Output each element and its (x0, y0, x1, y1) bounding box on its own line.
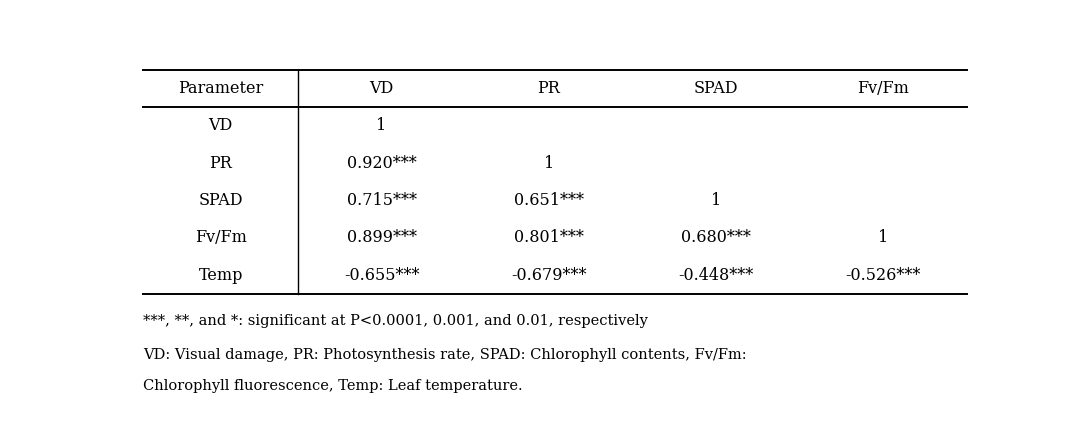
Text: SPAD: SPAD (694, 80, 738, 97)
Text: Fv/Fm: Fv/Fm (858, 80, 910, 97)
Text: -0.526***: -0.526*** (846, 267, 921, 284)
Text: 0.801***: 0.801*** (514, 229, 584, 247)
Text: ***, **, and *: significant at P<0.0001, 0.001, and 0.01, respectively: ***, **, and *: significant at P<0.0001,… (144, 314, 648, 329)
Text: VD: Visual damage, PR: Photosynthesis rate, SPAD: Chlorophyll contents, Fv/Fm:: VD: Visual damage, PR: Photosynthesis ra… (144, 348, 747, 363)
Text: 0.920***: 0.920*** (346, 155, 416, 172)
Text: 1: 1 (711, 192, 721, 209)
Text: VD: VD (208, 117, 233, 135)
Text: VD: VD (369, 80, 394, 97)
Text: 1: 1 (544, 155, 554, 172)
Text: Temp: Temp (199, 267, 243, 284)
Text: 0.680***: 0.680*** (681, 229, 751, 247)
Text: Fv/Fm: Fv/Fm (194, 229, 246, 247)
Text: Chlorophyll fluorescence, Temp: Leaf temperature.: Chlorophyll fluorescence, Temp: Leaf tem… (144, 379, 523, 393)
Text: -0.655***: -0.655*** (344, 267, 420, 284)
Text: 1: 1 (878, 229, 888, 247)
Text: 0.651***: 0.651*** (514, 192, 584, 209)
Text: PR: PR (537, 80, 560, 97)
Text: 0.715***: 0.715*** (346, 192, 416, 209)
Text: Parameter: Parameter (178, 80, 263, 97)
Text: SPAD: SPAD (199, 192, 243, 209)
Text: 1: 1 (377, 117, 386, 135)
Text: 0.899***: 0.899*** (346, 229, 416, 247)
Text: -0.679***: -0.679*** (511, 267, 587, 284)
Text: PR: PR (209, 155, 232, 172)
Text: -0.448***: -0.448*** (679, 267, 753, 284)
